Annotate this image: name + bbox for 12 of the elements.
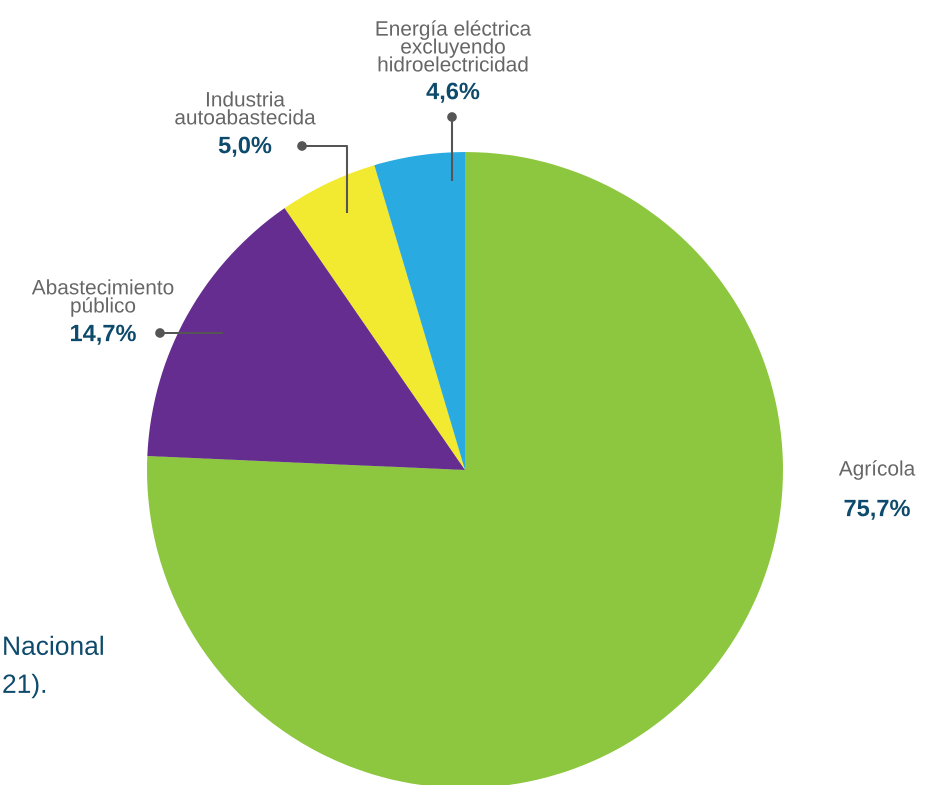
- slice-label: Agrícola: [838, 460, 916, 480]
- pie-slice: [374, 152, 465, 470]
- data-label: 5,0%: [218, 136, 272, 157]
- slice-label: Energía eléctrica excluyendo hidroelectricidad: [376, 20, 532, 72]
- data-label: 4,6%: [426, 82, 480, 103]
- data-label: 75,7%: [844, 500, 910, 520]
- pie-slice: [284, 165, 465, 470]
- slice-label: Industria autoabastecida: [175, 91, 316, 125]
- slice-label: Abastecimiento público: [32, 279, 174, 317]
- data-label: 14,7%: [71, 324, 136, 345]
- text: 21).: [3, 674, 46, 698]
- text: Nacional: [4, 636, 103, 656]
